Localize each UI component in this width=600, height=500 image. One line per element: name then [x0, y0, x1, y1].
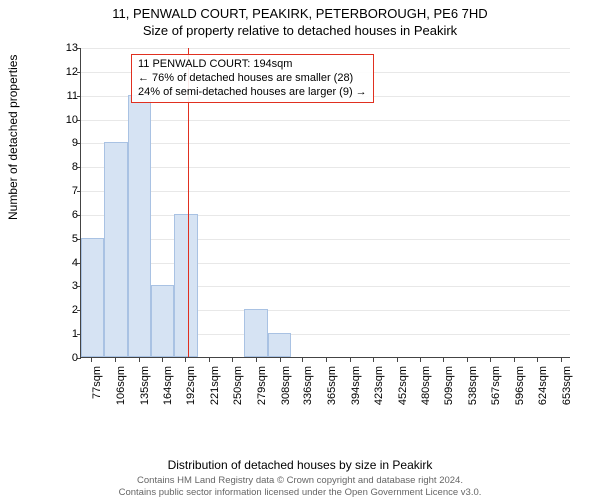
x-tick-label: 452sqm	[397, 366, 409, 414]
gridline-h	[81, 191, 570, 192]
x-tick-label: 394sqm	[350, 366, 362, 414]
x-tick-mark	[91, 358, 92, 362]
histogram-bar	[81, 238, 104, 357]
histogram-bar	[104, 142, 127, 357]
x-tick-mark	[373, 358, 374, 362]
x-tick-label: 653sqm	[561, 366, 573, 414]
y-tick-label: 9	[72, 137, 78, 149]
x-tick-mark	[280, 358, 281, 362]
page-title: 11, PENWALD COURT, PEAKIRK, PETERBOROUGH…	[0, 0, 600, 21]
x-tick-mark	[115, 358, 116, 362]
x-tick-mark	[185, 358, 186, 362]
histogram-bar	[174, 214, 197, 357]
annotation-line-3: 24% of semi-detached houses are larger (…	[138, 86, 367, 100]
x-tick-mark	[443, 358, 444, 362]
histogram-bar	[268, 333, 291, 357]
y-tick-label: 7	[72, 185, 78, 197]
x-tick-mark	[561, 358, 562, 362]
x-tick-label: 221sqm	[209, 366, 221, 414]
x-tick-label: 77sqm	[91, 366, 103, 414]
x-tick-mark	[209, 358, 210, 362]
x-tick-label: 106sqm	[115, 366, 127, 414]
gridline-h	[81, 239, 570, 240]
y-tick-label: 1	[72, 328, 78, 340]
gridline-h	[81, 143, 570, 144]
x-tick-mark	[420, 358, 421, 362]
y-tick-label: 4	[72, 257, 78, 269]
y-tick-label: 2	[72, 304, 78, 316]
y-tick-label: 8	[72, 161, 78, 173]
x-tick-label: 596sqm	[514, 366, 526, 414]
x-tick-mark	[139, 358, 140, 362]
chart-area: 11 PENWALD COURT: 194sqm← 76% of detache…	[50, 48, 580, 418]
x-tick-mark	[350, 358, 351, 362]
y-tick-label: 5	[72, 233, 78, 245]
x-tick-mark	[467, 358, 468, 362]
x-tick-label: 567sqm	[490, 366, 502, 414]
histogram-bar	[128, 95, 151, 357]
histogram-bar	[151, 285, 174, 357]
y-tick-label: 10	[66, 114, 78, 126]
x-tick-label: 509sqm	[443, 366, 455, 414]
x-tick-label: 308sqm	[280, 366, 292, 414]
annotation-line-1: 11 PENWALD COURT: 194sqm	[138, 58, 367, 72]
x-tick-label: 164sqm	[162, 366, 174, 414]
x-tick-label: 624sqm	[537, 366, 549, 414]
gridline-h	[81, 215, 570, 216]
y-axis-label: Number of detached properties	[6, 55, 20, 220]
footer-line-2: Contains public sector information licen…	[0, 487, 600, 498]
y-tick-label: 13	[66, 42, 78, 54]
x-tick-mark	[490, 358, 491, 362]
x-tick-label: 250sqm	[232, 366, 244, 414]
x-tick-mark	[162, 358, 163, 362]
x-tick-mark	[256, 358, 257, 362]
x-tick-mark	[302, 358, 303, 362]
gridline-h	[81, 263, 570, 264]
x-tick-label: 279sqm	[256, 366, 268, 414]
y-tick-label: 6	[72, 209, 78, 221]
x-tick-mark	[397, 358, 398, 362]
x-tick-label: 192sqm	[185, 366, 197, 414]
x-tick-mark	[326, 358, 327, 362]
y-tick-label: 3	[72, 280, 78, 292]
plot-region: 11 PENWALD COURT: 194sqm← 76% of detache…	[80, 48, 570, 358]
x-tick-label: 135sqm	[139, 366, 151, 414]
x-tick-label: 336sqm	[302, 366, 314, 414]
y-tick-label: 0	[72, 352, 78, 364]
x-tick-label: 480sqm	[420, 366, 432, 414]
footer-line-1: Contains HM Land Registry data © Crown c…	[0, 475, 600, 486]
x-axis-label: Distribution of detached houses by size …	[0, 458, 600, 472]
x-tick-mark	[514, 358, 515, 362]
gridline-h	[81, 48, 570, 49]
x-tick-mark	[232, 358, 233, 362]
gridline-h	[81, 167, 570, 168]
y-tick-label: 12	[66, 66, 78, 78]
y-tick-label: 11	[67, 90, 78, 102]
page-subtitle: Size of property relative to detached ho…	[0, 21, 600, 38]
histogram-bar	[244, 309, 267, 357]
x-tick-mark	[537, 358, 538, 362]
x-tick-label: 423sqm	[373, 366, 385, 414]
footer-attribution: Contains HM Land Registry data © Crown c…	[0, 475, 600, 498]
gridline-h	[81, 120, 570, 121]
annotation-box: 11 PENWALD COURT: 194sqm← 76% of detache…	[131, 54, 374, 103]
x-tick-label: 538sqm	[467, 366, 479, 414]
x-tick-label: 365sqm	[326, 366, 338, 414]
annotation-line-2: ← 76% of detached houses are smaller (28…	[138, 72, 367, 86]
